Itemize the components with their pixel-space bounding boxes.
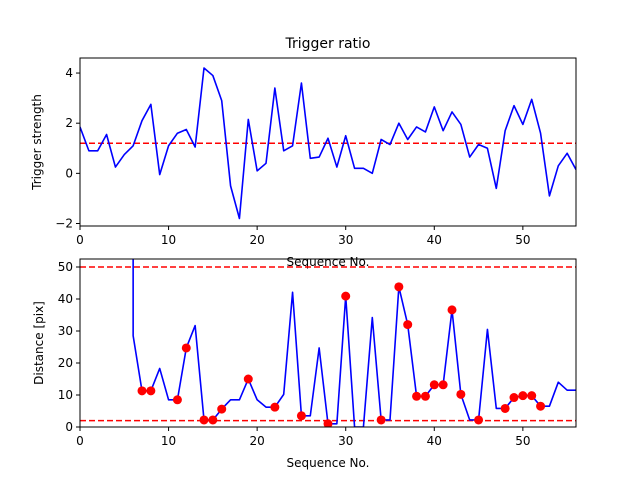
distance-marker-point [199,415,209,425]
distance-y-tick-label: 10 [58,388,73,402]
distance-marker-point [137,386,147,396]
distance-x-tick-label: 10 [161,434,176,448]
distance-y-tick-label: 0 [65,420,73,434]
distance-x-tick-label: 50 [515,434,530,448]
distance-marker-point [208,415,218,425]
distance-marker-point [341,291,351,301]
distance-marker-point [412,391,422,401]
distance-x-tick-label: 30 [338,434,353,448]
distance-marker-point [146,386,156,396]
distance-marker-point [181,343,191,353]
distance-marker-point [270,402,280,412]
distance-marker-point [172,395,182,405]
trigger-series-line [80,67,576,220]
trigger-y-tick-label: 0 [65,166,73,180]
distance-axes-frame [79,258,577,428]
distance-marker-point [243,374,253,384]
trigger-y-axis-label: Trigger strength [30,94,44,191]
distance-y-tick-label: 50 [58,260,73,274]
distance-marker-point [518,391,528,401]
distance-y-tick-label: 40 [58,292,73,306]
distance-marker-point [509,393,519,403]
trigger-plot-area [79,57,577,227]
trigger-axes-frame [79,57,577,227]
distance-x-tick-label: 40 [427,434,442,448]
trigger-x-tick-label: 50 [515,233,530,247]
distance-x-tick-label: 20 [250,434,265,448]
trigger-x-tick-label: 30 [338,233,353,247]
distance-marker-point [296,411,306,421]
distance-marker-point [376,415,386,425]
distance-marker-point [217,404,227,414]
distance-marker-point [403,320,413,330]
distance-marker-point [438,380,448,390]
chart-title: Trigger ratio [284,36,370,52]
distance-marker-point [394,282,404,292]
distance-x-tick-label: 0 [76,434,84,448]
distance-marker-point [420,391,430,401]
distance-x-axis-label: Sequence No. [287,456,370,470]
distance-marker-point [447,305,457,315]
trigger-y-tick-label: 4 [65,66,73,80]
distance-marker-point [323,419,333,427]
distance-y-axis-label: Distance [pix] [32,301,46,385]
distance-marker-point [527,391,537,401]
distance-plot-area [79,258,577,428]
distance-panel: 0 10 20 30 40 50 0 10 20 30 40 50 Sequence No. Dist… [32,258,577,470]
distance-y-tick-label: 20 [58,356,73,370]
trigger-x-tick-label: 20 [250,233,265,247]
distance-marker-point [500,403,510,413]
distance-y-tick-label: 30 [58,324,73,338]
trigger-x-tick-label: 10 [161,233,176,247]
distance-marker-point [429,380,439,390]
distance-marker-point [474,415,484,425]
distance-marker-point [456,389,466,399]
trigger-y-tick-label: −2 [55,216,73,230]
distance-axis-ticks: 0 10 20 30 40 50 0 10 20 30 40 50 [58,260,531,448]
trigger-x-tick-label: 0 [76,233,84,247]
trigger-y-tick-label: 2 [65,116,73,130]
trigger-x-tick-label: 40 [427,233,442,247]
distance-marker-point [536,401,546,411]
